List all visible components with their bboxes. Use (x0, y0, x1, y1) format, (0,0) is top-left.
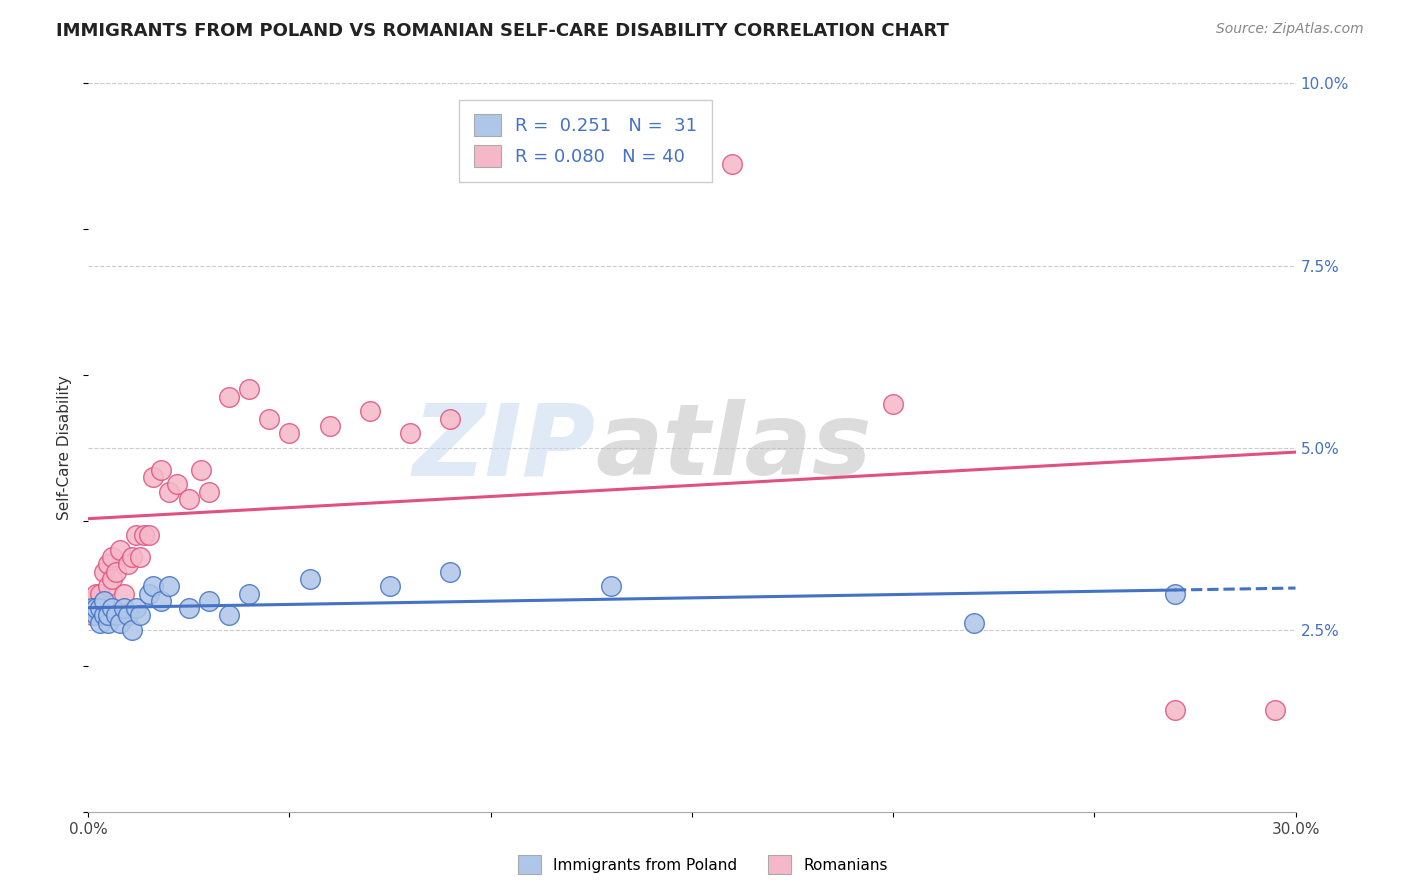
Point (1164, 703, 1187, 717)
Point (882, 397, 904, 411)
Point (138, 586, 160, 600)
Text: IMMIGRANTS FROM POLAND VS ROMANIAN SELF-CARE DISABILITY CORRELATION CHART: IMMIGRANTS FROM POLAND VS ROMANIAN SELF-… (56, 22, 949, 40)
Point (198, 484, 221, 499)
Point (141, 470, 163, 484)
Point (600, 579, 623, 593)
Point (89, 601, 111, 615)
Point (125, 601, 148, 615)
Point (399, 426, 422, 441)
Point (318, 418, 340, 433)
Point (110, 615, 132, 630)
Point (138, 528, 160, 542)
Point (134, 528, 156, 542)
Point (101, 550, 124, 565)
Point (721, 156, 744, 170)
Point (117, 608, 139, 623)
Point (89, 586, 111, 600)
Point (378, 579, 401, 593)
Point (121, 623, 143, 637)
Point (149, 594, 172, 608)
Point (84, 586, 107, 600)
Point (439, 565, 461, 579)
Point (129, 608, 152, 623)
Point (157, 484, 180, 499)
Point (218, 390, 240, 404)
Point (560, 156, 582, 170)
Point (117, 558, 139, 572)
Point (238, 586, 260, 600)
Text: atlas: atlas (595, 400, 872, 496)
Point (89, 608, 111, 623)
Point (238, 383, 260, 397)
Point (93, 608, 115, 623)
Point (121, 550, 143, 565)
Point (298, 572, 321, 586)
Text: Source: ZipAtlas.com: Source: ZipAtlas.com (1216, 22, 1364, 37)
Point (112, 586, 135, 600)
Point (97, 608, 120, 623)
Point (97, 615, 120, 630)
Point (177, 601, 200, 615)
Point (439, 411, 461, 425)
Point (97, 558, 120, 572)
Point (101, 601, 124, 615)
Point (1164, 586, 1187, 600)
Point (93, 565, 115, 579)
Point (166, 477, 188, 491)
Point (82, 608, 104, 623)
Y-axis label: Self-Care Disability: Self-Care Disability (58, 376, 72, 520)
Legend: R =  0.251   N =  31, R = 0.080   N = 40: R = 0.251 N = 31, R = 0.080 N = 40 (460, 100, 711, 182)
Point (259, 411, 281, 425)
Text: ZIP: ZIP (412, 400, 595, 496)
Point (89, 615, 111, 630)
Point (198, 594, 221, 608)
Point (82, 594, 104, 608)
Point (129, 550, 152, 565)
Point (190, 463, 212, 477)
Point (82, 601, 104, 615)
Point (105, 608, 128, 623)
Point (157, 579, 180, 593)
Point (84, 601, 107, 615)
Point (84, 608, 107, 623)
Point (149, 463, 172, 477)
Point (177, 491, 200, 506)
Point (110, 542, 132, 557)
Legend: Immigrants from Poland, Romanians: Immigrants from Poland, Romanians (512, 849, 894, 880)
Point (97, 579, 120, 593)
Point (84, 601, 107, 615)
Point (141, 579, 163, 593)
Point (278, 426, 301, 441)
Point (112, 601, 135, 615)
Point (1264, 703, 1286, 717)
Point (218, 608, 240, 623)
Point (359, 404, 381, 418)
Point (125, 528, 148, 542)
Point (962, 615, 984, 630)
Point (101, 572, 124, 586)
Point (105, 565, 128, 579)
Point (93, 594, 115, 608)
